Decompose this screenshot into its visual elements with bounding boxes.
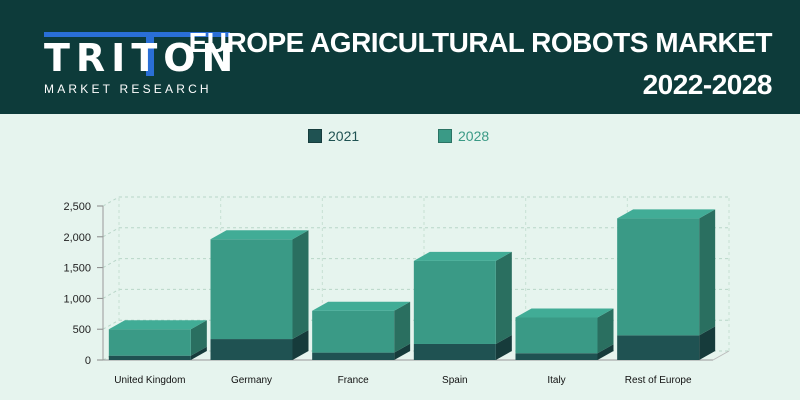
- bar-rest-of-europe-2021: [617, 335, 700, 360]
- gridline-side: [102, 196, 120, 207]
- logo-subtitle: MARKET RESEARCH: [44, 82, 212, 96]
- bar-side-spain-2028: [495, 251, 512, 344]
- bar-top-spain-2028: [413, 251, 512, 261]
- bar-side-spain-2021: [495, 334, 512, 360]
- bar-side-germany-2028: [292, 230, 309, 340]
- logo-accent-bar: [44, 32, 230, 37]
- triton-logo: TRITON MARKET RESEARCH: [44, 32, 234, 102]
- x-tick-label: France: [338, 375, 370, 386]
- chart-legend: 2021 2028: [0, 128, 800, 152]
- gridline-side: [102, 227, 120, 238]
- gridline-side: [102, 288, 120, 299]
- bar-united-kingdom-2028: [108, 329, 191, 356]
- bar-side-united-kingdom-2021: [190, 346, 207, 360]
- bar-side-united-kingdom-2028: [190, 320, 207, 356]
- bar-side-rest-of-europe-2021: [699, 326, 716, 360]
- bar-germany-2021: [210, 339, 293, 360]
- logo-accent-tick: [146, 32, 154, 76]
- bar-germany-2028: [210, 239, 293, 340]
- x-tick-label: Italy: [547, 375, 565, 386]
- bar-spain-2028: [413, 260, 496, 344]
- x-tick-label: Rest of Europe: [625, 375, 692, 386]
- legend-swatch-2021: [308, 129, 322, 143]
- bar-france-2028: [312, 310, 395, 353]
- bar-top-rest-of-europe-2028: [617, 209, 716, 219]
- header-banner: TRITON MARKET RESEARCH EUROPE AGRICULTUR…: [0, 0, 800, 114]
- y-tick-label: 2,500: [63, 201, 91, 213]
- legend-item-2021: 2021: [308, 128, 359, 144]
- y-tick-label: 2,000: [63, 232, 91, 244]
- legend-item-2028: 2028: [438, 128, 489, 144]
- chart-title-line1: EUROPE AGRICULTURAL ROBOTS MARKET: [188, 27, 773, 58]
- bar-rest-of-europe-2028: [617, 218, 700, 336]
- x-tick-label: Spain: [442, 375, 468, 386]
- bar-side-rest-of-europe-2028: [699, 209, 716, 336]
- bar-france-2021: [312, 352, 395, 360]
- bar-spain-2021: [413, 343, 496, 360]
- bar-italy-2028: [515, 317, 598, 354]
- chart-title: EUROPE AGRICULTURAL ROBOTS MARKET 2022-2…: [188, 22, 773, 106]
- x-tick-label: Germany: [231, 375, 272, 386]
- bar-united-kingdom-2021: [108, 355, 191, 360]
- bar-side-germany-2021: [292, 330, 309, 360]
- bar-side-italy-2021: [597, 344, 614, 360]
- y-tick-label: 1,000: [63, 293, 91, 305]
- bar-side-france-2021: [394, 343, 411, 360]
- floor-edge: [712, 350, 730, 361]
- bar-top-italy-2028: [515, 308, 614, 318]
- gridline-side: [102, 258, 120, 269]
- y-tick-label: 500: [73, 324, 91, 336]
- y-tick-label: 0: [85, 355, 91, 367]
- bar-italy-2021: [515, 353, 598, 360]
- y-tick-label: 1,500: [63, 263, 91, 275]
- bar-top-united-kingdom-2028: [108, 320, 207, 330]
- bar-side-france-2028: [394, 301, 411, 353]
- legend-label-2021: 2021: [328, 128, 360, 144]
- bar-top-france-2028: [312, 301, 411, 311]
- logo-wordmark: TRITON: [44, 36, 240, 80]
- bar-side-italy-2028: [597, 308, 614, 354]
- chart-title-line2: 2022-2028: [642, 69, 773, 100]
- x-tick-label: United Kingdom: [114, 375, 185, 386]
- legend-swatch-2028: [438, 129, 452, 143]
- legend-label-2028: 2028: [458, 128, 490, 144]
- bar-top-germany-2028: [210, 230, 309, 240]
